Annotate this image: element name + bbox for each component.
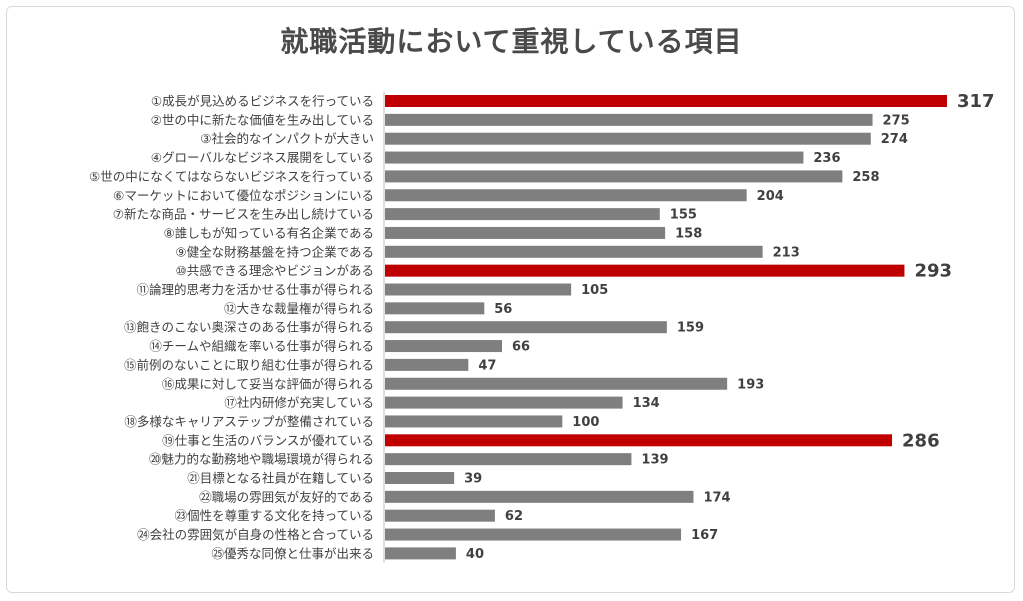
value-label: 236 xyxy=(813,151,840,166)
bar xyxy=(385,490,694,503)
category-label: ①成長が見込めるビジネスを行っている xyxy=(151,94,374,109)
bar xyxy=(385,358,469,371)
value-label: 47 xyxy=(478,358,496,373)
value-label: 155 xyxy=(670,208,697,223)
bar xyxy=(385,113,873,126)
category-label: ⑩共感できる理念やビジョンがある xyxy=(176,263,374,278)
bar-highlighted xyxy=(385,95,947,107)
value-label: 167 xyxy=(691,528,718,543)
value-label: 105 xyxy=(581,283,608,298)
category-label: ④グローバルなビジネス展開をしている xyxy=(151,150,374,165)
value-label: 62 xyxy=(505,509,523,524)
bar xyxy=(385,226,666,239)
value-label: 174 xyxy=(703,490,730,505)
bar xyxy=(385,472,455,484)
category-label: ⑫大きな裁量権が得られる xyxy=(224,301,374,316)
category-label: ⑦新たな商品・サービスを生み出し続けている xyxy=(113,207,374,222)
value-label: 258 xyxy=(852,170,879,185)
value-label: 158 xyxy=(675,226,702,241)
category-label: ㉓個性を尊重する文化を持っている xyxy=(175,508,374,523)
value-label: 317 xyxy=(957,91,995,112)
value-label: 159 xyxy=(677,321,704,336)
bar xyxy=(385,170,843,183)
bar xyxy=(385,283,572,296)
value-label: 39 xyxy=(464,472,482,487)
value-label: 100 xyxy=(572,415,599,430)
value-label: 293 xyxy=(914,261,952,282)
value-label: 275 xyxy=(883,113,910,128)
category-label: ③社会的なインパクトが大きい xyxy=(200,131,374,146)
value-label: 193 xyxy=(737,377,764,392)
bar xyxy=(385,547,456,560)
category-label: ⑮前例のないことに取り組む仕事が得られる xyxy=(124,357,374,372)
bar xyxy=(385,321,667,334)
bar xyxy=(385,151,804,164)
category-label: ㉒職場の雰囲気が友好的である xyxy=(199,489,374,504)
bar-highlighted xyxy=(385,264,905,277)
bar xyxy=(385,208,660,221)
value-label: 204 xyxy=(757,189,784,204)
value-label: 40 xyxy=(466,547,484,562)
value-label: 213 xyxy=(773,245,800,260)
bar xyxy=(385,453,632,466)
category-label: ⑲仕事と生活のバランスが優れている xyxy=(162,433,374,448)
category-label: ⑳魅力的な勤務地や職場環境が得られる xyxy=(149,452,374,467)
category-label: ㉑目標となる社員が在籍している xyxy=(187,471,374,486)
category-label: ②世の中に新たな価値を生み出している xyxy=(151,112,374,127)
bar xyxy=(385,340,503,353)
value-label: 139 xyxy=(641,453,668,468)
bar xyxy=(385,132,871,145)
chart-title: 就職活動において重視している項目 xyxy=(280,25,743,58)
category-label: ⑥マーケットにおいて優位なポジションにいる xyxy=(113,188,374,203)
category-label: ⑧誰しもが知っている有名企業である xyxy=(164,225,374,240)
category-label: ⑭チームや組織を率いる仕事が得られる xyxy=(149,339,374,354)
category-label: ⑯成果に対して妥当な評価が得られる xyxy=(162,376,374,391)
value-label: 56 xyxy=(494,302,512,317)
category-label: ⑱多様なキャリアステップが整備されている xyxy=(124,414,374,429)
value-label: 66 xyxy=(512,340,530,355)
value-label: 134 xyxy=(633,396,660,411)
bar xyxy=(385,415,563,428)
category-label: ⑨健全な財務基盤を持つ企業である xyxy=(175,244,374,259)
bar xyxy=(385,509,495,522)
bar xyxy=(385,245,763,258)
category-label: ⑪論理的思考力を活かせる仕事が得られる xyxy=(136,282,374,297)
bar xyxy=(385,377,728,390)
category-label: ⑰社内研修が充実している xyxy=(224,395,374,410)
category-label: ⑤世の中になくてはならないビジネスを行っている xyxy=(89,169,374,184)
bar xyxy=(385,302,485,315)
bar xyxy=(385,189,747,202)
category-label: ㉕優秀な同僚と仕事が出来る xyxy=(211,546,374,561)
category-label: ㉔会社の雰囲気が自身の性格と合っている xyxy=(137,527,374,542)
bar xyxy=(385,396,623,409)
category-label: ⑬飽きのこない奥深さのある仕事が得られる xyxy=(124,320,374,335)
bar xyxy=(385,528,682,541)
value-label: 274 xyxy=(881,132,908,147)
value-label: 286 xyxy=(902,430,940,451)
bar-highlighted xyxy=(385,434,893,447)
